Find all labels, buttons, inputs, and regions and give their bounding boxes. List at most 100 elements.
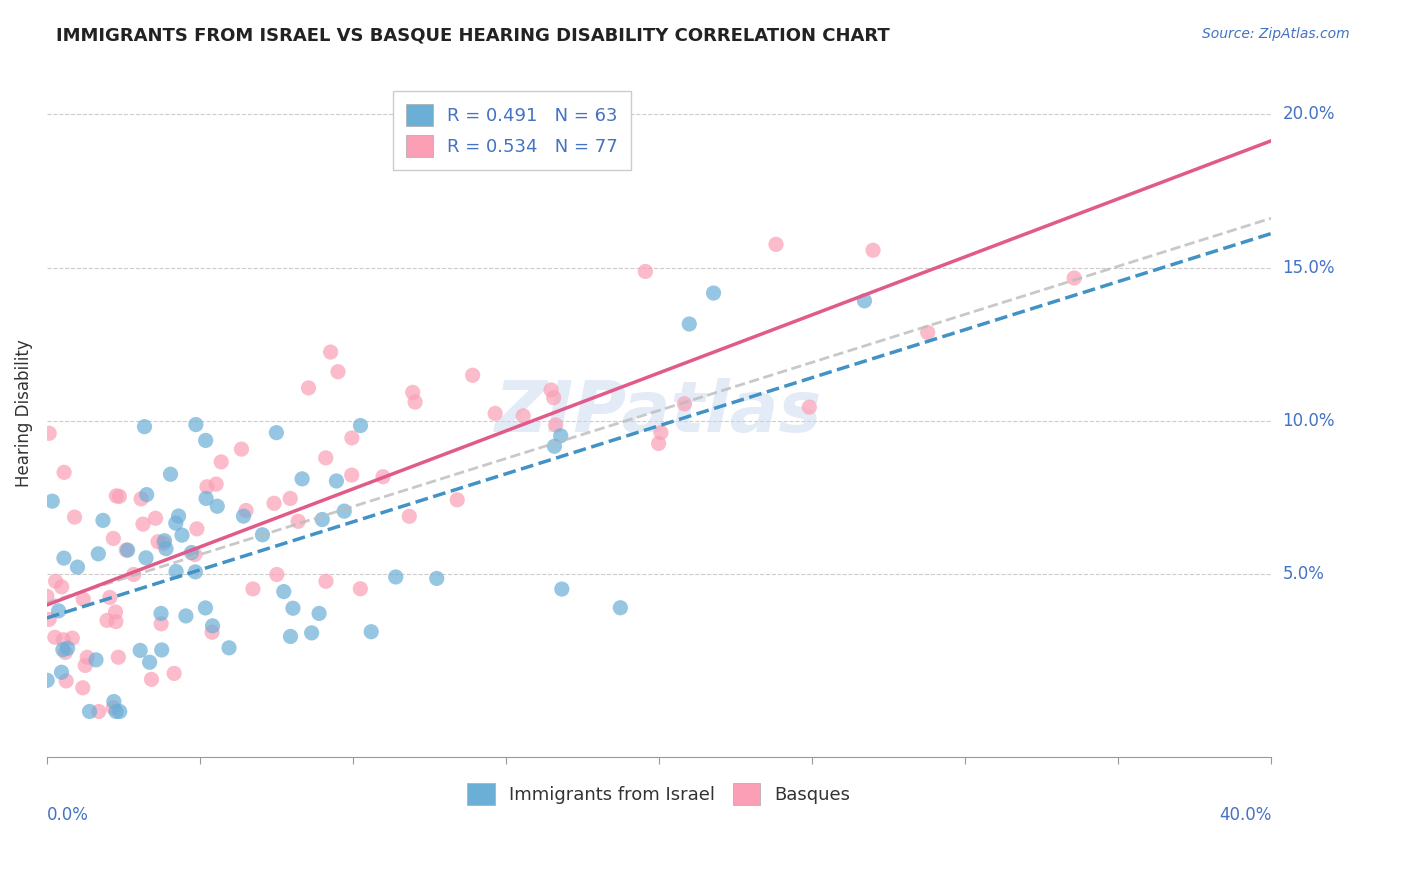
Point [66, 560, 89, 574]
Point [146, 534, 169, 549]
Point [263, 496, 285, 510]
Point [551, 582, 574, 596]
Point [165, 516, 187, 530]
Point [799, 400, 821, 414]
Point [163, 666, 186, 681]
Point [104, 605, 127, 619]
Point [184, 565, 207, 579]
Point [152, 536, 174, 550]
Point [278, 491, 301, 506]
Point [165, 565, 187, 579]
Point [132, 517, 155, 532]
Point [340, 468, 363, 483]
Point [195, 480, 218, 494]
Point [174, 609, 197, 624]
Point [108, 705, 131, 719]
Point [122, 567, 145, 582]
Point [60, 631, 83, 645]
Point [201, 619, 224, 633]
Text: 10.0%: 10.0% [1282, 411, 1334, 430]
Point [96, 614, 118, 628]
Point [51, 580, 73, 594]
Point [232, 509, 254, 524]
Point [266, 425, 288, 440]
Point [287, 514, 309, 528]
Point [201, 625, 224, 640]
Point [862, 244, 884, 258]
Point [194, 601, 217, 615]
Point [371, 469, 394, 483]
Point [105, 489, 128, 503]
Point [319, 345, 342, 359]
Point [79, 705, 101, 719]
Point [765, 237, 787, 252]
Point [72, 592, 94, 607]
Y-axis label: Hearing Disability: Hearing Disability [15, 339, 32, 487]
Point [53, 466, 76, 480]
Point [129, 491, 152, 506]
Point [384, 570, 406, 584]
Point [209, 455, 232, 469]
Point [35, 590, 58, 604]
Point [194, 434, 217, 448]
Point [512, 409, 534, 423]
Point [38, 612, 60, 626]
Point [484, 406, 506, 420]
Point [231, 442, 253, 456]
Point [281, 601, 304, 615]
Point [91, 513, 114, 527]
Text: 20.0%: 20.0% [1282, 105, 1334, 123]
Point [426, 571, 449, 585]
Point [195, 491, 218, 506]
Point [398, 509, 420, 524]
Point [207, 500, 229, 514]
Point [634, 264, 657, 278]
Point [115, 543, 138, 558]
Point [266, 567, 288, 582]
Point [38, 426, 60, 441]
Point [340, 431, 363, 445]
Legend: Immigrants from Israel, Basques: Immigrants from Israel, Basques [454, 770, 863, 817]
Point [186, 522, 208, 536]
Point [205, 477, 228, 491]
Text: 40.0%: 40.0% [1219, 805, 1271, 823]
Point [41, 494, 63, 508]
Point [104, 615, 127, 629]
Point [315, 450, 337, 465]
Point [44, 630, 66, 644]
Point [138, 655, 160, 669]
Point [103, 532, 125, 546]
Text: ZIPatlas: ZIPatlas [495, 378, 823, 448]
Point [301, 626, 323, 640]
Point [117, 543, 139, 558]
Point [103, 701, 125, 715]
Text: 5.0%: 5.0% [1282, 565, 1324, 582]
Point [48, 604, 70, 618]
Point [52, 551, 75, 566]
Point [55, 673, 77, 688]
Point [609, 600, 631, 615]
Point [84, 653, 107, 667]
Point [76, 650, 98, 665]
Point [315, 574, 337, 589]
Point [544, 417, 567, 432]
Point [308, 607, 330, 621]
Point [650, 425, 672, 440]
Point [349, 582, 371, 596]
Point [540, 383, 562, 397]
Point [325, 474, 347, 488]
Point [150, 607, 173, 621]
Point [37, 673, 59, 688]
Point [550, 429, 572, 443]
Point [72, 681, 94, 695]
Point [273, 584, 295, 599]
Point [167, 508, 190, 523]
Point [98, 591, 121, 605]
Point [134, 419, 156, 434]
Point [87, 705, 110, 719]
Point [853, 293, 876, 308]
Point [543, 391, 565, 405]
Point [63, 510, 86, 524]
Point [349, 418, 371, 433]
Point [673, 397, 696, 411]
